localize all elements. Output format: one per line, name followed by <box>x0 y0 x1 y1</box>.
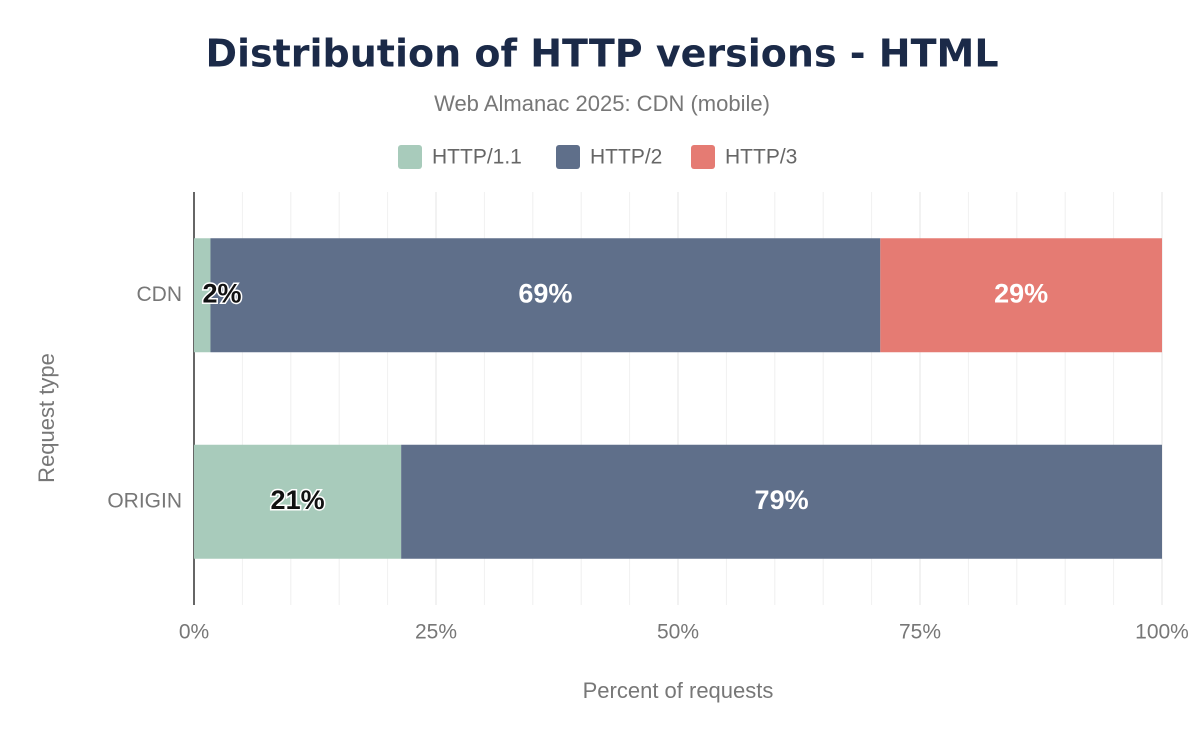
y-tick-label: ORIGIN <box>107 489 182 512</box>
legend-label: HTTP/1.1 <box>432 146 522 169</box>
bars <box>194 238 1163 559</box>
data-label: 79% <box>755 485 809 515</box>
y-tick-label: CDN <box>137 283 183 306</box>
legend: HTTP/1.1 HTTP/2 HTTP/3 <box>398 145 797 169</box>
bar-segment <box>401 444 1163 559</box>
x-tick-label: 0% <box>179 621 209 644</box>
legend-label: HTTP/2 <box>590 146 662 169</box>
bar-segment <box>194 444 402 559</box>
data-label: 29% <box>994 278 1048 308</box>
legend-swatch <box>556 145 580 169</box>
bar-segment <box>210 238 881 353</box>
data-label: 21% <box>271 485 325 515</box>
legend-swatch <box>691 145 715 169</box>
x-tick-label: 50% <box>657 621 699 644</box>
bar-segment <box>194 238 211 353</box>
x-tick-label: 75% <box>899 621 941 644</box>
legend-label: HTTP/3 <box>725 146 797 169</box>
chart-title: Distribution of HTTP versions - HTML <box>205 32 998 76</box>
x-tick-label: 25% <box>415 621 457 644</box>
bar-segment <box>880 238 1162 353</box>
labels: CDN 2% 69% 29% ORIGIN 21% 79% <box>107 277 1048 517</box>
data-label: 2% <box>202 278 241 308</box>
legend-swatch <box>398 145 422 169</box>
y-axis-title: Request type <box>34 353 59 483</box>
data-label: 69% <box>518 278 572 308</box>
chart-subtitle: Web Almanac 2025: CDN (mobile) <box>434 91 770 116</box>
x-tick-label: 100% <box>1135 621 1189 644</box>
x-axis-title: Percent of requests <box>583 678 774 703</box>
